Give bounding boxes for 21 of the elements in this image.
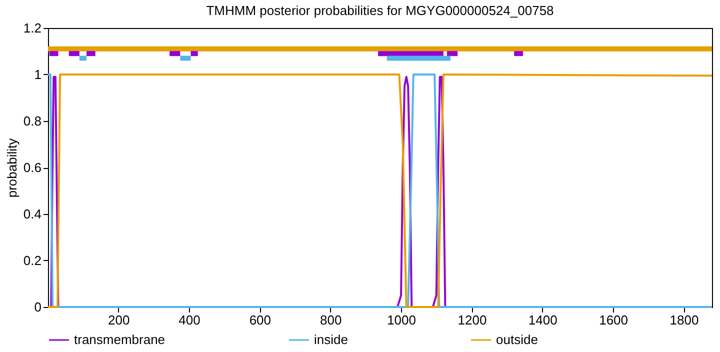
legend-label: inside (314, 332, 348, 347)
x-tick-label: 200 (108, 312, 130, 328)
y-tick-label: 1 (34, 67, 42, 82)
chart-title: TMHMM posterior probabilities for MGYG000000524_00758 (206, 3, 554, 18)
x-tick-label: 1400 (528, 312, 558, 328)
x-tick-label: 1600 (599, 312, 628, 328)
x-tick-label: 1000 (387, 312, 416, 328)
y-tick-label: 0.6 (23, 160, 42, 175)
y-axis-title: probability (4, 138, 20, 198)
y-tick-label: 0.4 (23, 206, 42, 222)
x-tick-label: 800 (320, 312, 342, 328)
y-tick-label: 0 (34, 300, 42, 314)
x-tick-label: 400 (178, 312, 200, 328)
x-tick-label: 1800 (670, 312, 699, 328)
y-tick-label: 0.2 (23, 253, 42, 268)
y-tick-label: 0.8 (23, 114, 42, 128)
legend-label: transmembrane (74, 332, 166, 347)
legend-label: outside (496, 332, 538, 347)
x-tick-label: 600 (249, 312, 272, 328)
x-tick-label: 1200 (458, 312, 487, 328)
y-tick-label: 1.2 (23, 20, 42, 36)
